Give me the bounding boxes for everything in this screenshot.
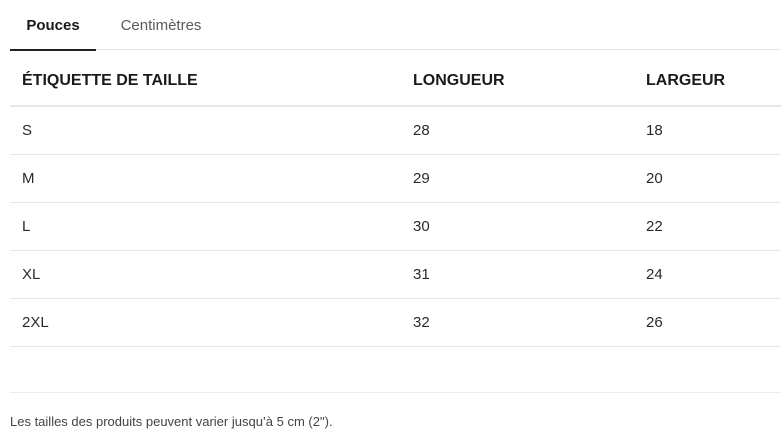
cell-length: 31 [413,250,646,299]
table-row: M 29 20 [10,154,781,203]
table-row: 2XL 32 26 [10,298,781,347]
cell-width: 18 [646,106,781,155]
size-table: ÉTIQUETTE DE TAILLE LONGUEUR LARGEUR S 2… [10,56,781,347]
tab-inches[interactable]: Pouces [10,0,96,51]
cell-size: S [10,106,413,155]
cell-width: 26 [646,298,781,347]
size-variation-note: Les tailles des produits peuvent varier … [10,414,333,429]
table-row: XL 31 24 [10,250,781,299]
table-header-row: ÉTIQUETTE DE TAILLE LONGUEUR LARGEUR [10,56,781,107]
divider [10,392,781,393]
cell-length: 28 [413,106,646,155]
header-width: LARGEUR [646,56,781,107]
tab-centimeters[interactable]: Centimètres [120,16,202,34]
cell-length: 29 [413,154,646,203]
cell-size: XL [10,250,413,299]
cell-size: L [10,202,413,251]
table-row: L 30 22 [10,202,781,251]
cell-width: 22 [646,202,781,251]
cell-size: M [10,154,413,203]
unit-tabs: Pouces Centimètres [10,0,781,51]
table-row: S 28 18 [10,106,781,155]
cell-width: 20 [646,154,781,203]
cell-size: 2XL [10,298,413,347]
header-length: LONGUEUR [413,56,646,107]
header-size-label: ÉTIQUETTE DE TAILLE [10,56,413,107]
cell-length: 30 [413,202,646,251]
cell-length: 32 [413,298,646,347]
cell-width: 24 [646,250,781,299]
